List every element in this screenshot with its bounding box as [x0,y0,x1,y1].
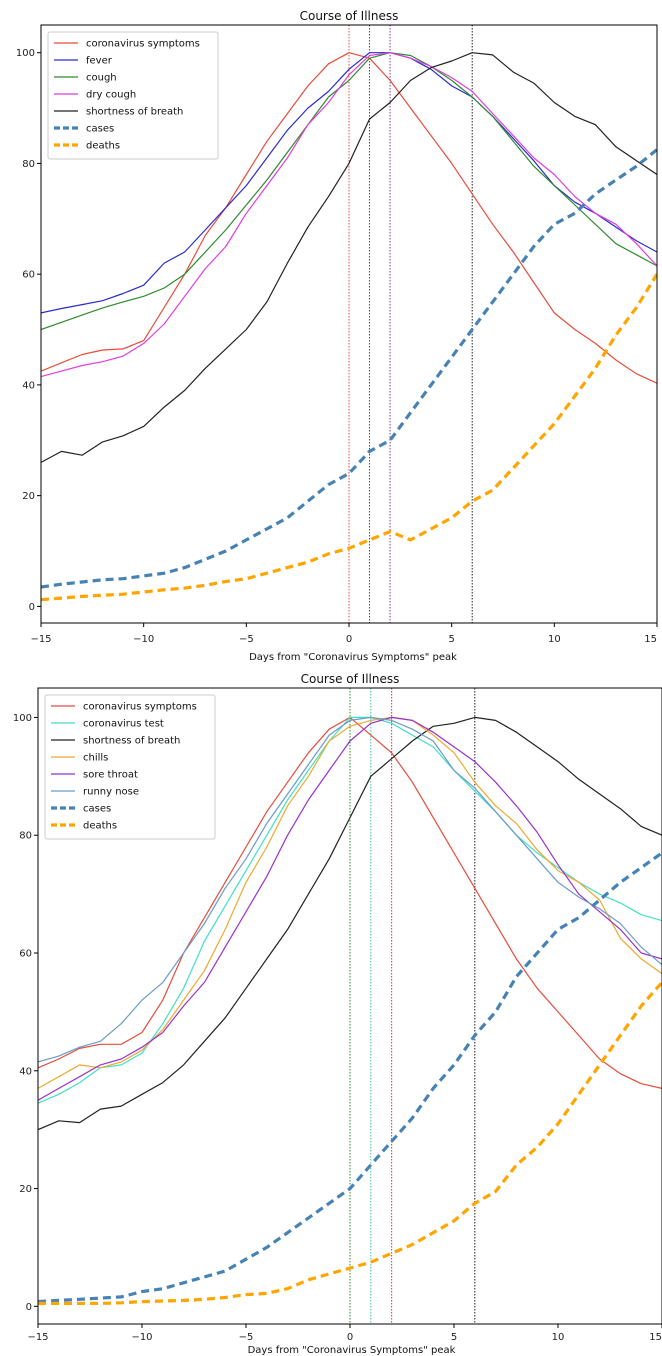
chart1-series-dry-cough [41,52,657,378]
chart2-panel: Course of Illness 0 20 40 60 80 100 −15 −10 −5 0 5 1… [13,672,662,1356]
chart2-series-group [38,716,662,1306]
chart2-legend-label: sore throat [83,770,138,781]
chart1-ytick-label: 20 [22,491,35,502]
chart2-ytick-label: 80 [19,831,32,842]
chart2-series-shortness-of-breath [38,716,662,1131]
chart2-ytick-label: 100 [13,713,32,724]
chart2-xtick-label: 5 [451,1332,457,1343]
chart1-title: Course of Illness [300,9,399,23]
chart2-legend-label: chills [83,753,108,764]
chart1-legend-label: cases [86,124,114,135]
chart2-legend-label: coronavirus test [83,719,164,730]
chart1-legend-label: dry cough [86,90,136,101]
chart2-legend [44,694,216,840]
chart2-legend-label: cases [83,804,111,815]
chart2-series-cases [38,851,662,1304]
chart2-ytick-label: 40 [19,1066,32,1077]
chart1-series-shortness-of-breath [41,52,657,463]
chart1-xtick-label: −15 [30,634,51,645]
chart1-xtick-label: −5 [239,634,254,645]
chart2-ytick-label: 0 [26,1302,32,1313]
chart1-ytick-label: 80 [22,159,35,170]
chart2-legend-label: deaths [83,821,117,832]
chart1-xlabel: Days from "Coronavirus Symptoms" peak [249,652,457,663]
chart1-ytick-label: 60 [22,270,35,281]
chart1-series-group [41,52,657,602]
chart1-xtick-label: 5 [448,634,454,645]
chart2-title: Course of Illness [301,672,400,686]
chart1-legend-label: cough [86,73,117,84]
chart2-xtick-label: −10 [131,1332,152,1343]
chart1-xtick-label: 0 [346,634,352,645]
chart2-series-sore-throat [38,716,662,1101]
chart1-ytick-label: 100 [16,48,35,59]
chart2-legend-label: shortness of breath [83,736,180,747]
chart2-series-runny-nose [38,716,662,1063]
chart1-legend-label: coronavirus symptoms [86,39,200,50]
chart2-xtick-label: 0 [347,1332,353,1343]
chart1-series-coronavirus-symptoms [41,52,657,384]
chart1-xtick-label: −10 [133,634,154,645]
chart1-series-cough [41,52,657,331]
chart1-xtick-label: 15 [644,634,657,645]
chart1-xtick-label: 10 [548,634,561,645]
chart1-series-deaths [41,273,657,602]
chart1-panel: Course of Illness 0 20 40 60 80 100 −15 −10 −5 0 5 1… [16,9,658,663]
chart2-xtick-label: −15 [27,1332,48,1343]
chart2-ytick-label: 60 [19,949,32,960]
chart1-legend-label: fever [86,56,113,67]
chart1-ytick-label: 40 [22,380,35,391]
chart2-xtick-label: 10 [552,1332,565,1343]
chart2-legend-label: coronavirus symptoms [83,702,197,713]
chart2-series-deaths [38,981,662,1306]
chart2-ytick-label: 20 [19,1184,32,1195]
chart1-ytick-label: 0 [29,602,35,613]
chart1-legend-label: deaths [86,141,120,152]
chart2-xtick-label: −5 [239,1332,254,1343]
chart1-legend-label: shortness of breath [86,107,183,118]
chart2-xtick-label: 15 [649,1332,662,1343]
chart2-legend-label: runny nose [83,787,139,798]
chart2-series-chills [38,716,662,1089]
chart2-xlabel: Days from "Coronavirus Symptoms" peak [248,1345,456,1356]
chart2-series-coronavirus-test [38,716,662,1104]
chart1-legend [47,31,219,160]
